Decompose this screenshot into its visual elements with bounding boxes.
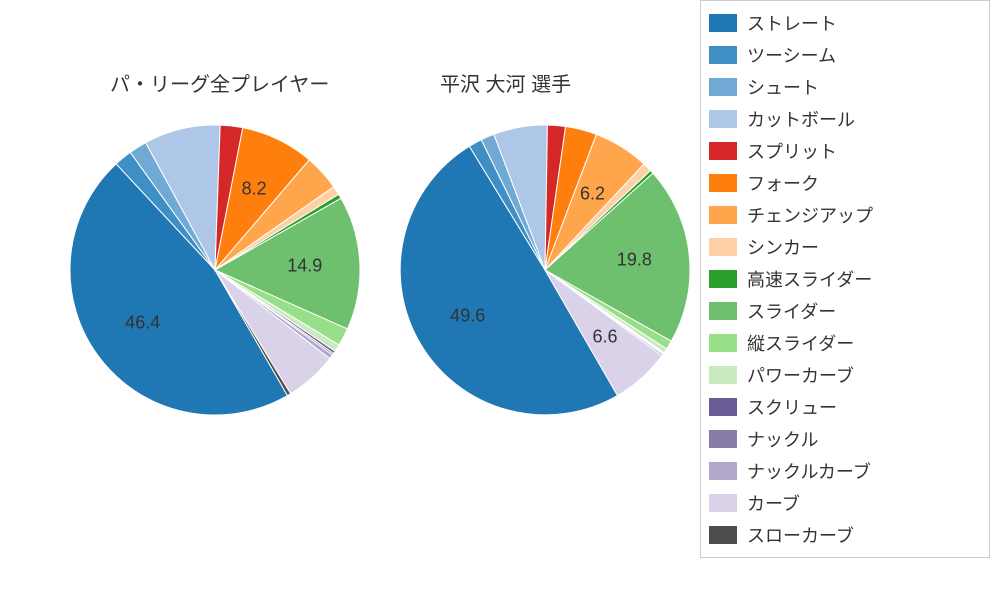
chart-title-player: 平沢 大河 選手 (440, 68, 571, 97)
legend-label-curve: カーブ (747, 490, 800, 516)
legend-label-sinker: シンカー (747, 234, 819, 260)
legend-label-fastslider: 高速スライダー (747, 266, 872, 292)
legend-item-slowcurve: スローカーブ (709, 519, 979, 551)
legend-label-changeup: チェンジアップ (747, 202, 873, 228)
legend-label-knucklecurve: ナックルカーブ (747, 458, 871, 484)
legend-label-vertslider: 縦スライダー (747, 330, 854, 356)
legend-label-slowcurve: スローカーブ (747, 522, 854, 548)
legend-swatch-straight (709, 14, 737, 32)
legend-label-shoot: シュート (747, 74, 819, 100)
pie-player-label-changeup: 6.2 (580, 183, 605, 204)
legend-swatch-shoot (709, 78, 737, 96)
legend-swatch-vertslider (709, 334, 737, 352)
legend-item-shoot: シュート (709, 71, 979, 103)
legend-item-screw: スクリュー (709, 391, 979, 423)
legend-label-screw: スクリュー (747, 394, 837, 420)
legend-swatch-twoseam (709, 46, 737, 64)
legend-label-straight: ストレート (747, 10, 837, 36)
legend-item-fork: フォーク (709, 167, 979, 199)
legend-item-curve: カーブ (709, 487, 979, 519)
pie-league-label-slider: 14.9 (287, 255, 322, 276)
legend-item-slider: スライダー (709, 295, 979, 327)
legend-item-powercurve: パワーカーブ (709, 359, 979, 391)
legend-swatch-knuckle (709, 430, 737, 448)
legend-label-cutball: カットボール (747, 106, 855, 132)
legend-item-changeup: チェンジアップ (709, 199, 979, 231)
legend-swatch-slider (709, 302, 737, 320)
legend-label-twoseam: ツーシーム (747, 42, 836, 68)
legend-item-twoseam: ツーシーム (709, 39, 979, 71)
legend-swatch-knucklecurve (709, 462, 737, 480)
pie-player-label-curve: 6.6 (592, 326, 617, 347)
legend-item-vertslider: 縦スライダー (709, 327, 979, 359)
legend-label-split: スプリット (747, 138, 837, 164)
pie-player-label-straight: 49.6 (450, 305, 485, 326)
legend-item-straight: ストレート (709, 7, 979, 39)
pie-player-label-slider: 19.8 (617, 250, 652, 271)
legend-swatch-fork (709, 174, 737, 192)
legend-swatch-curve (709, 494, 737, 512)
legend-label-knuckle: ナックル (747, 426, 818, 452)
legend-swatch-powercurve (709, 366, 737, 384)
legend-item-split: スプリット (709, 135, 979, 167)
legend-item-knucklecurve: ナックルカーブ (709, 455, 979, 487)
legend-item-sinker: シンカー (709, 231, 979, 263)
pie-league-label-straight: 46.4 (125, 313, 160, 334)
legend-item-cutball: カットボール (709, 103, 979, 135)
chart-stage: パ・リーグ全プレイヤー 46.4 8.2 14.9 平沢 大河 選手 49.6 6.2 19.… (0, 0, 1000, 600)
legend-swatch-slowcurve (709, 526, 737, 544)
legend-label-powercurve: パワーカーブ (747, 362, 854, 388)
chart-title-league: パ・リーグ全プレイヤー (110, 68, 329, 97)
legend-swatch-fastslider (709, 270, 737, 288)
legend-swatch-sinker (709, 238, 737, 256)
legend-swatch-changeup (709, 206, 737, 224)
legend-swatch-cutball (709, 110, 737, 128)
legend-item-fastslider: 高速スライダー (709, 263, 979, 295)
legend-swatch-screw (709, 398, 737, 416)
legend-item-knuckle: ナックル (709, 423, 979, 455)
legend-label-fork: フォーク (747, 170, 819, 196)
pie-league-label-fork: 8.2 (242, 179, 267, 200)
legend: ストレートツーシームシュートカットボールスプリットフォークチェンジアップシンカー… (700, 0, 990, 558)
legend-label-slider: スライダー (747, 298, 836, 324)
legend-swatch-split (709, 142, 737, 160)
